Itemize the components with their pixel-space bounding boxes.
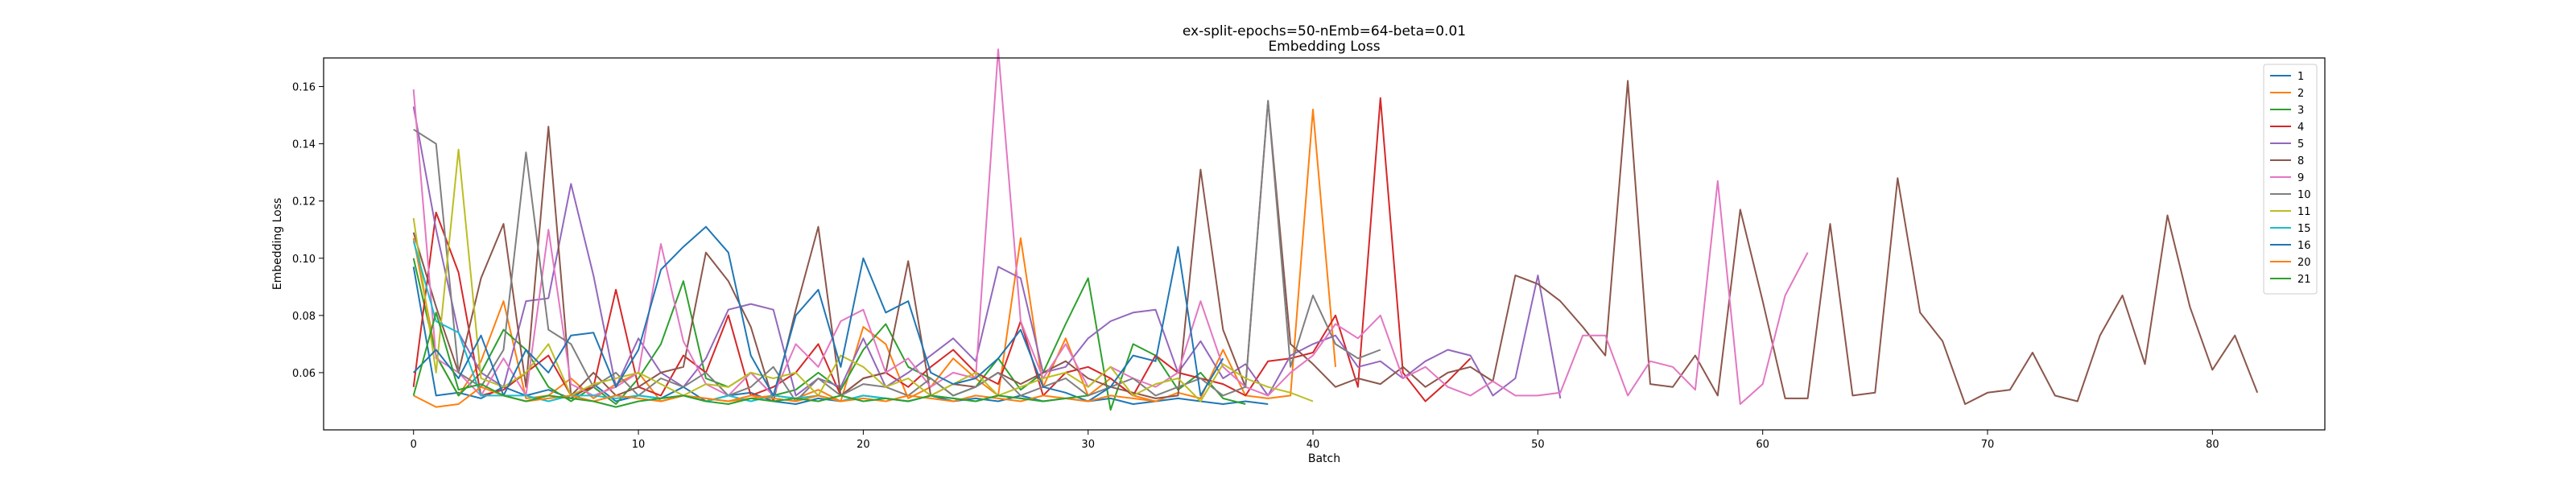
series-line-5 [412,106,1562,399]
legend-label-8: 8 [2297,155,2304,167]
y-tick-label: 0.10 [292,254,316,266]
y-tick-label: 0.12 [292,196,316,208]
legend-label-21: 21 [2297,274,2311,286]
legend-label-20: 20 [2297,257,2311,269]
y-tick-label: 0.16 [292,82,316,94]
x-axis-label: Batch [1308,452,1340,465]
legend-label-4: 4 [2297,122,2304,134]
x-tick-label: 0 [411,439,417,451]
x-tick-label: 10 [632,439,646,451]
x-tick-label: 40 [1307,439,1320,451]
legend-label-11: 11 [2297,206,2311,218]
legend-label-2: 2 [2297,88,2304,100]
x-axis-ticks: 0 10 20 30 40 50 60 70 80 [411,430,2219,451]
y-axis-label: Embedding Loss [271,198,284,291]
legend-box [2263,64,2318,295]
series-line-8 [412,80,2259,405]
series-lines [412,48,2259,411]
legend-label-5: 5 [2297,138,2304,151]
chart-subtitle: Embedding Loss [1268,39,1380,55]
y-tick-label: 0.14 [292,139,316,151]
y-axis-ticks: 0.06 0.08 0.10 0.12 0.14 0.16 [292,82,324,380]
series-line-11 [412,148,1314,402]
x-tick-label: 20 [857,439,870,451]
legend: 1 2 3 4 5 8 9 10 11 15 16 20 21 [2263,64,2318,295]
x-tick-label: 50 [1531,439,1545,451]
legend-label-3: 3 [2297,105,2304,117]
series-line-2 [412,109,1336,402]
legend-label-1: 1 [2297,71,2304,83]
x-tick-label: 30 [1081,439,1095,451]
chart-title: ex-split-epochs=50-nEmb=64-beta=0.01 [1183,23,1466,39]
x-tick-label: 70 [1981,439,1995,451]
series-line-10 [413,100,1381,402]
series-line-9 [412,48,1809,405]
y-tick-label: 0.06 [292,368,316,380]
plot-frame [323,57,2326,431]
legend-label-10: 10 [2297,189,2311,201]
legend-label-9: 9 [2297,172,2304,184]
legend-label-15: 15 [2297,223,2311,235]
x-tick-label: 80 [2206,439,2219,451]
series-line-21 [412,312,1088,408]
legend-label-16: 16 [2297,240,2311,252]
x-tick-label: 60 [1756,439,1769,451]
y-tick-label: 0.08 [292,311,316,323]
